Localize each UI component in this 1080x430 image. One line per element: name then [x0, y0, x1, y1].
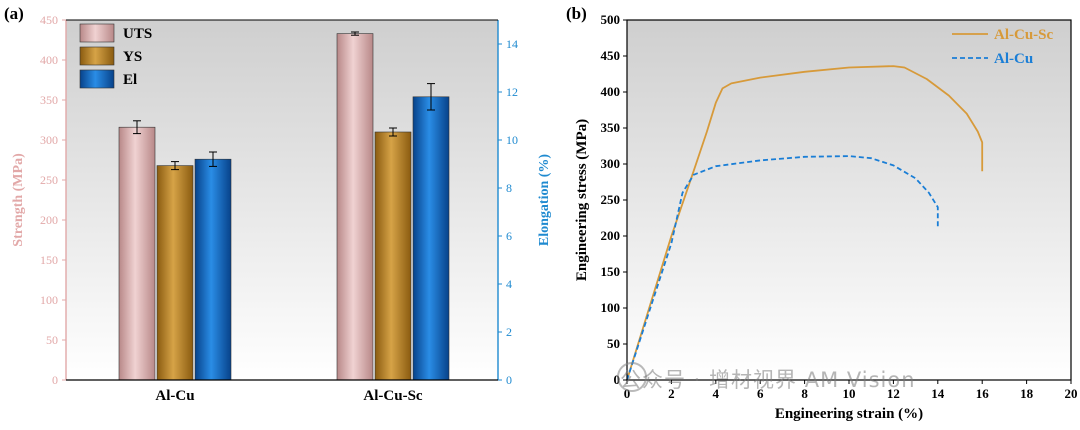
- x-tick-label-b: 2: [668, 386, 675, 401]
- error-bar-ys-al-cu-sc: [389, 127, 397, 137]
- legend-label-ys: YS: [123, 49, 142, 65]
- error-bar-el-al-cu: [209, 151, 217, 167]
- panel-b-label: (b): [566, 4, 587, 23]
- y-tick-label-left-a: 150: [40, 253, 58, 267]
- x-tick-label-b: 16: [976, 386, 990, 401]
- panel-a-label: (a): [4, 4, 24, 23]
- error-bar-ys-al-cu: [171, 161, 179, 171]
- y-axis-title-right-a: Elongation (%): [537, 154, 552, 247]
- x-tick-label-b: 14: [931, 386, 945, 401]
- y-tick-label-b: 0: [614, 372, 621, 387]
- y-tick-label-right-a: 8: [506, 181, 512, 195]
- x-tick-label-b: 12: [887, 386, 900, 401]
- y-tick-label-left-a: 200: [40, 213, 58, 227]
- y-tick-label-left-a: 50: [46, 333, 58, 347]
- y-tick-label-left-a: 300: [40, 133, 58, 147]
- y-axis-title-b: Engineering stress (MPa): [574, 119, 590, 281]
- y-tick-label-left-a: 450: [40, 13, 58, 27]
- legend-swatch-el: [79, 69, 115, 89]
- y-tick-label-right-a: 14: [506, 37, 518, 51]
- legend-swatch-ys: [79, 46, 115, 66]
- plot-area-b: [627, 20, 1071, 380]
- y-tick-label-left-a: 400: [40, 53, 58, 67]
- error-bar-uts-al-cu-sc: [351, 31, 359, 36]
- x-tick-label-b: 8: [801, 386, 808, 401]
- y-tick-label-right-a: 0: [506, 373, 512, 387]
- y-axis-title-left-a: Strength (MPa): [11, 153, 26, 247]
- x-axis-title-b: Engineering strain (%): [775, 406, 923, 422]
- error-bar-el-al-cu-sc: [427, 83, 435, 111]
- bar-el-al-cu-sc: [412, 96, 450, 381]
- legend-label-al-cu: Al-Cu: [994, 51, 1033, 67]
- bar-uts-al-cu: [118, 126, 156, 381]
- x-tick-label-b: 10: [843, 386, 856, 401]
- x-tick-label-b: 4: [713, 386, 720, 401]
- y-tick-label-b: 250: [601, 192, 621, 207]
- y-tick-label-b: 150: [601, 264, 621, 279]
- y-tick-label-b: 400: [601, 84, 621, 99]
- y-tick-label-left-a: 250: [40, 173, 58, 187]
- series-line-al-cu: [626, 155, 939, 381]
- y-tick-label-b: 350: [601, 120, 621, 135]
- bar-uts-al-cu-sc: [336, 33, 374, 381]
- error-bar-uts-al-cu: [133, 120, 141, 135]
- y-tick-label-b: 500: [601, 12, 621, 27]
- y-tick-label-b: 300: [601, 156, 621, 171]
- x-category-label: Al-Cu-Sc: [363, 388, 423, 404]
- y-tick-label-left-a: 0: [52, 373, 58, 387]
- bar-ys-al-cu-sc: [374, 131, 412, 381]
- x-tick-label-b: 18: [1020, 386, 1034, 401]
- y-tick-label-right-a: 4: [506, 277, 512, 291]
- x-category-label: Al-Cu: [155, 388, 194, 404]
- bar-ys-al-cu: [156, 165, 194, 381]
- y-tick-label-b: 100: [601, 300, 621, 315]
- watermark-logo-icon: [617, 362, 647, 392]
- y-tick-label-right-a: 2: [506, 325, 512, 339]
- x-tick-label-b: 20: [1065, 386, 1078, 401]
- series-line-al-cu-sc: [626, 65, 984, 381]
- y-tick-label-b: 450: [601, 48, 621, 63]
- legend-swatch-uts: [79, 23, 115, 43]
- legend-label-al-cu-sc: Al-Cu-Sc: [994, 27, 1054, 43]
- y-tick-label-left-a: 350: [40, 93, 58, 107]
- y-tick-label-right-a: 10: [506, 133, 518, 147]
- x-tick-label-b: 0: [624, 386, 631, 401]
- legend-label-uts: UTS: [123, 26, 152, 42]
- legend-label-el: El: [123, 72, 137, 88]
- y-tick-label-right-a: 6: [506, 229, 512, 243]
- y-tick-label-left-a: 100: [40, 293, 58, 307]
- y-tick-label-b: 50: [607, 336, 620, 351]
- y-tick-label-b: 200: [601, 228, 621, 243]
- watermark-text: 公众号 · 增材视界 AM Vision: [620, 368, 916, 392]
- bar-el-al-cu: [194, 158, 232, 381]
- y-tick-label-right-a: 12: [506, 85, 518, 99]
- x-tick-label-b: 6: [757, 386, 764, 401]
